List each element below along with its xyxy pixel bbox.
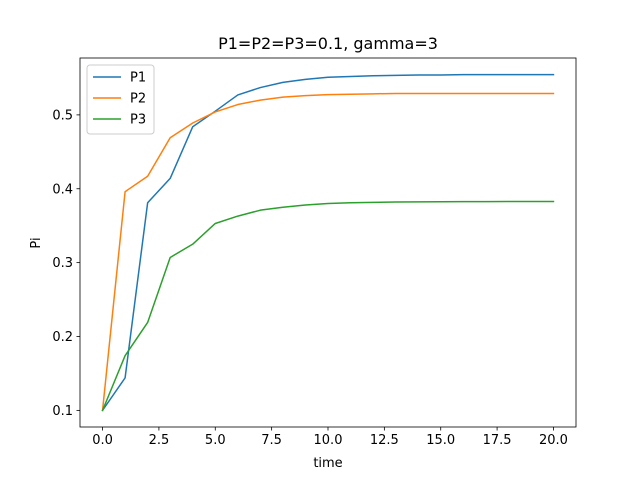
chart-title: P1=P2=P3=0.1, gamma=3	[218, 34, 438, 53]
x-axis-label: time	[313, 456, 342, 471]
y-tick-label: 0.1	[52, 404, 73, 419]
x-tick-label: 17.5	[483, 433, 512, 448]
series-line-p1	[101, 73, 555, 412]
y-tick-label: 0.5	[52, 108, 73, 123]
legend: P1 P2 P3	[86, 64, 155, 135]
x-tick-label: 20.0	[539, 433, 568, 448]
x-tick-label: 2.5	[149, 433, 170, 448]
x-tick-label: 12.5	[370, 433, 399, 448]
series-line-p2	[101, 92, 555, 412]
legend-label-p1: P1	[130, 71, 146, 86]
plot-area: 0.0 2.5 5.0 7.5 10.0 12.5 15.0 17.5 20.0 0.1 0.2 0.…	[52, 57, 577, 448]
x-tick-label: 10.0	[314, 433, 343, 448]
y-tick-label: 0.4	[52, 182, 73, 197]
y-tick-label: 0.3	[52, 256, 73, 271]
y-axis-label: Pi	[29, 237, 44, 248]
legend-label-p3: P3	[130, 113, 146, 128]
x-tick-label: 15.0	[426, 433, 455, 448]
legend-label-p2: P2	[130, 92, 146, 107]
y-tick-label: 0.2	[52, 330, 73, 345]
series-line-p3	[101, 200, 555, 412]
x-tick-label: 5.0	[205, 433, 226, 448]
x-tick-label: 0.0	[92, 433, 113, 448]
legend-box	[86, 64, 155, 135]
x-tick-label: 7.5	[261, 433, 282, 448]
